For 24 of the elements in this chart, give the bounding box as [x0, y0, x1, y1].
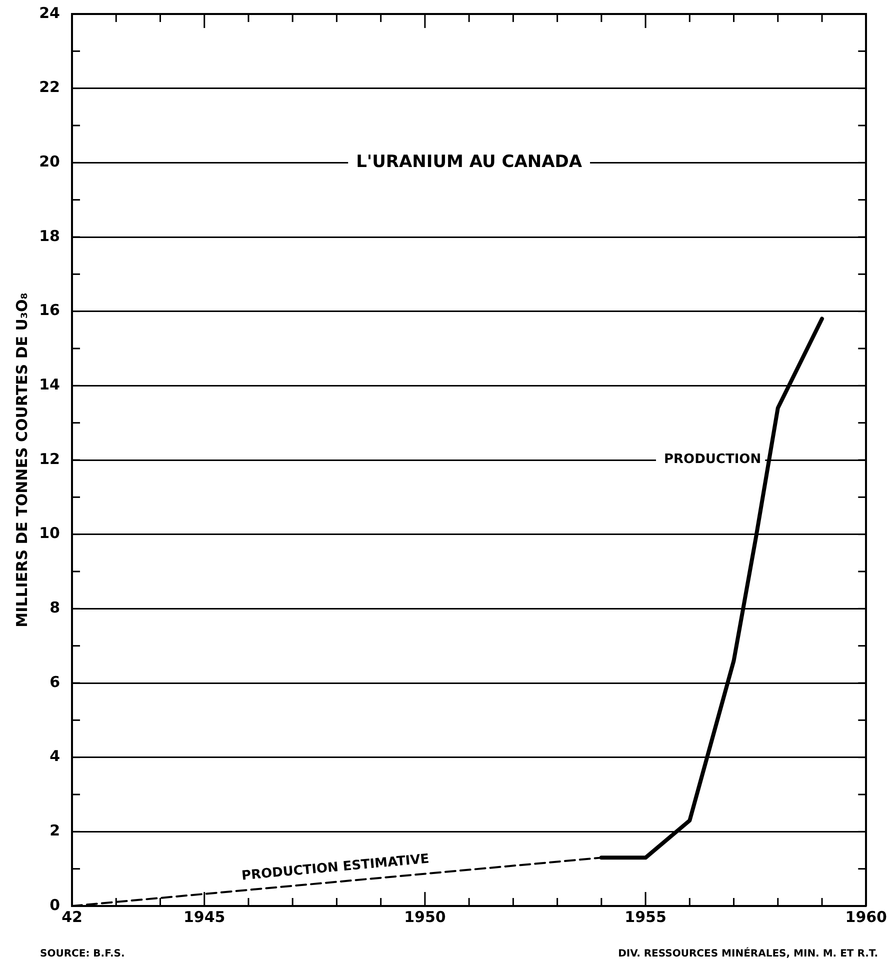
source-note: SOURCE: B.F.S. [40, 948, 125, 960]
x-tick-label: 1950 [404, 908, 446, 926]
x-tick-label: 1945 [183, 908, 226, 926]
y-tick-label: 10 [39, 524, 60, 542]
x-tick-label: 1960 [845, 908, 887, 926]
text: L'URANIUM AU CANADA [356, 152, 583, 172]
text: PRODUCTION ESTIMATIVE [241, 852, 430, 884]
y-tick-label: 16 [39, 301, 60, 320]
text: DIV. RESSOURCES MINÉRALES, MIN. M. ET R.T. [618, 946, 878, 960]
y-tick-label: 2 [50, 822, 60, 840]
y-tick-label: 24 [39, 4, 60, 22]
x-tick-label: 1955 [624, 908, 666, 926]
y-tick-label: 4 [50, 747, 60, 766]
y-tick-label: 20 [39, 152, 60, 171]
y-axis-title: MILLIERS DE TONNES COURTES DE U₃O₈ [12, 292, 31, 628]
y-tick-label: 8 [50, 598, 60, 617]
y-tick-label: 18 [39, 226, 60, 245]
y-tick-label: 12 [39, 450, 60, 468]
y-tick-label: 22 [39, 78, 60, 96]
y-tick-label: 0 [50, 896, 60, 914]
x-tick-label: 42 [62, 908, 82, 926]
y-tick-label: 14 [39, 376, 60, 394]
series-label: PRODUCTION [664, 452, 762, 468]
y-tick-label: 6 [50, 672, 60, 691]
